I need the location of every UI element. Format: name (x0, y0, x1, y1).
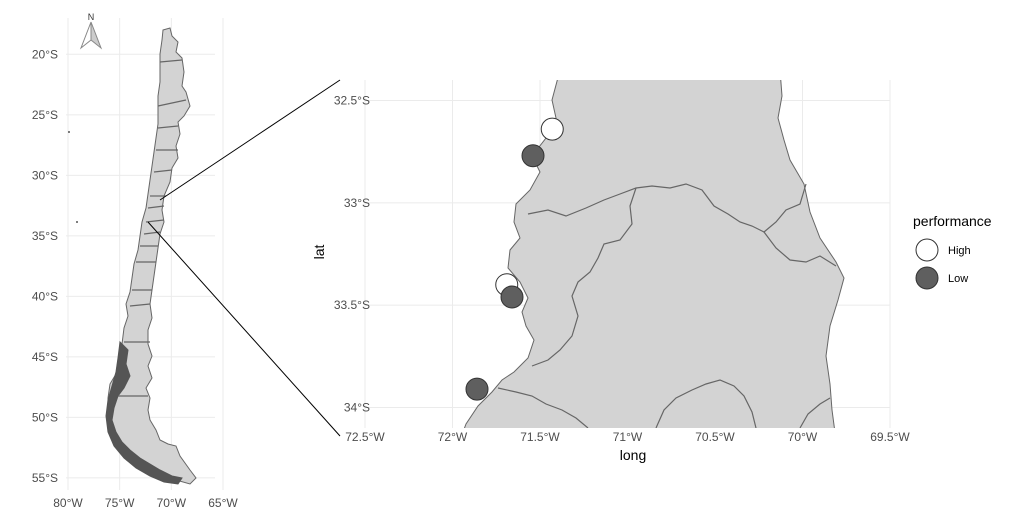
legend-swatch-low (915, 266, 939, 290)
detail-map: 32.5°S 33°S 33.5°S 34°S 72.5°W 72°W 71.5°W 71°… (311, 80, 910, 463)
island-marker (68, 131, 70, 133)
overview-lat-tick-label: 35°S (32, 229, 58, 243)
legend: performance High Low (913, 213, 992, 290)
detail-landmass (463, 80, 845, 428)
island-marker (76, 221, 78, 223)
overview-lon-tick-label: 75°W (105, 496, 135, 510)
detail-lon-tick-label: 71°W (613, 430, 643, 444)
detail-point-markers (465, 117, 564, 401)
data-point-high (540, 117, 564, 141)
detail-lon-tick-label: 70.5°W (695, 430, 735, 444)
overview-lat-tick-label: 30°S (32, 168, 58, 182)
detail-lon-tick-label: 72°W (438, 430, 468, 444)
detail-lon-tick-label: 72.5°W (345, 430, 385, 444)
region-border-metropolitana-west (531, 187, 637, 367)
legend-swatch-high (915, 238, 939, 262)
detail-lon-tick-label: 71.5°W (520, 430, 560, 444)
data-point-low (500, 285, 524, 309)
overview-lon-tick-label: 65°W (208, 496, 238, 510)
overview-lon-tick-label: 70°W (157, 496, 187, 510)
detail-lat-tick-label: 34°S (344, 401, 370, 415)
zoom-line-bottom (147, 221, 341, 437)
overview-lat-tick-label: 45°S (32, 350, 58, 364)
north-arrow: N (79, 12, 103, 50)
region-border-metropolitana-east (763, 231, 837, 267)
detail-land-group (463, 80, 845, 428)
region-border-south-east (799, 397, 831, 428)
legend-title: performance (913, 213, 992, 229)
overview-lat-tick-label: 25°S (32, 108, 58, 122)
overview-lat-tick-label: 20°S (32, 47, 58, 61)
overview-region-borders (118, 59, 187, 397)
north-arrow-right-icon (90, 21, 103, 50)
region-border-ohiggins (497, 387, 589, 428)
overview-lat-tick-label: 50°S (32, 410, 58, 424)
detail-lat-tick-label: 33.5°S (334, 298, 370, 312)
overview-lat-tick-label: 40°S (32, 289, 58, 303)
data-point-low (465, 377, 489, 401)
legend-label-low: Low (948, 273, 968, 285)
overview-lat-tick-label: 55°S (32, 471, 58, 485)
north-arrow-left-icon (79, 21, 92, 50)
detail-y-axis-title: lat (311, 245, 327, 260)
overview-lat-tick-labels: 20°S 25°S 30°S 35°S 40°S 45°S 50°S 55°S (32, 47, 58, 485)
overview-lon-tick-label: 80°W (53, 496, 83, 510)
detail-lat-tick-labels: 32.5°S 33°S 33.5°S 34°S (334, 93, 370, 414)
southern-archipelago (105, 340, 183, 485)
legend-label-high: High (948, 245, 971, 257)
detail-x-axis-title: long (620, 447, 646, 463)
detail-lon-tick-labels: 72.5°W 72°W 71.5°W 71°W 70.5°W 70°W 69.5°W (345, 430, 910, 444)
detail-lon-tick-label: 70°W (788, 430, 818, 444)
chile-landmass (107, 27, 197, 485)
detail-lat-tick-label: 32.5°S (334, 93, 370, 107)
overview-lon-tick-labels: 80°W 75°W 70°W 65°W (53, 496, 238, 510)
region-border-south (655, 379, 757, 428)
region-border-valparaiso-metropolitana (527, 183, 807, 233)
detail-lon-tick-label: 69.5°W (870, 430, 910, 444)
detail-lat-tick-label: 33°S (344, 196, 370, 210)
north-arrow-label: N (88, 12, 95, 22)
data-point-low (521, 144, 545, 168)
zoom-line-top (159, 79, 341, 201)
overview-map: 20°S 25°S 30°S 35°S 40°S 45°S 50°S 55°S 80°W 75°… (32, 12, 239, 510)
